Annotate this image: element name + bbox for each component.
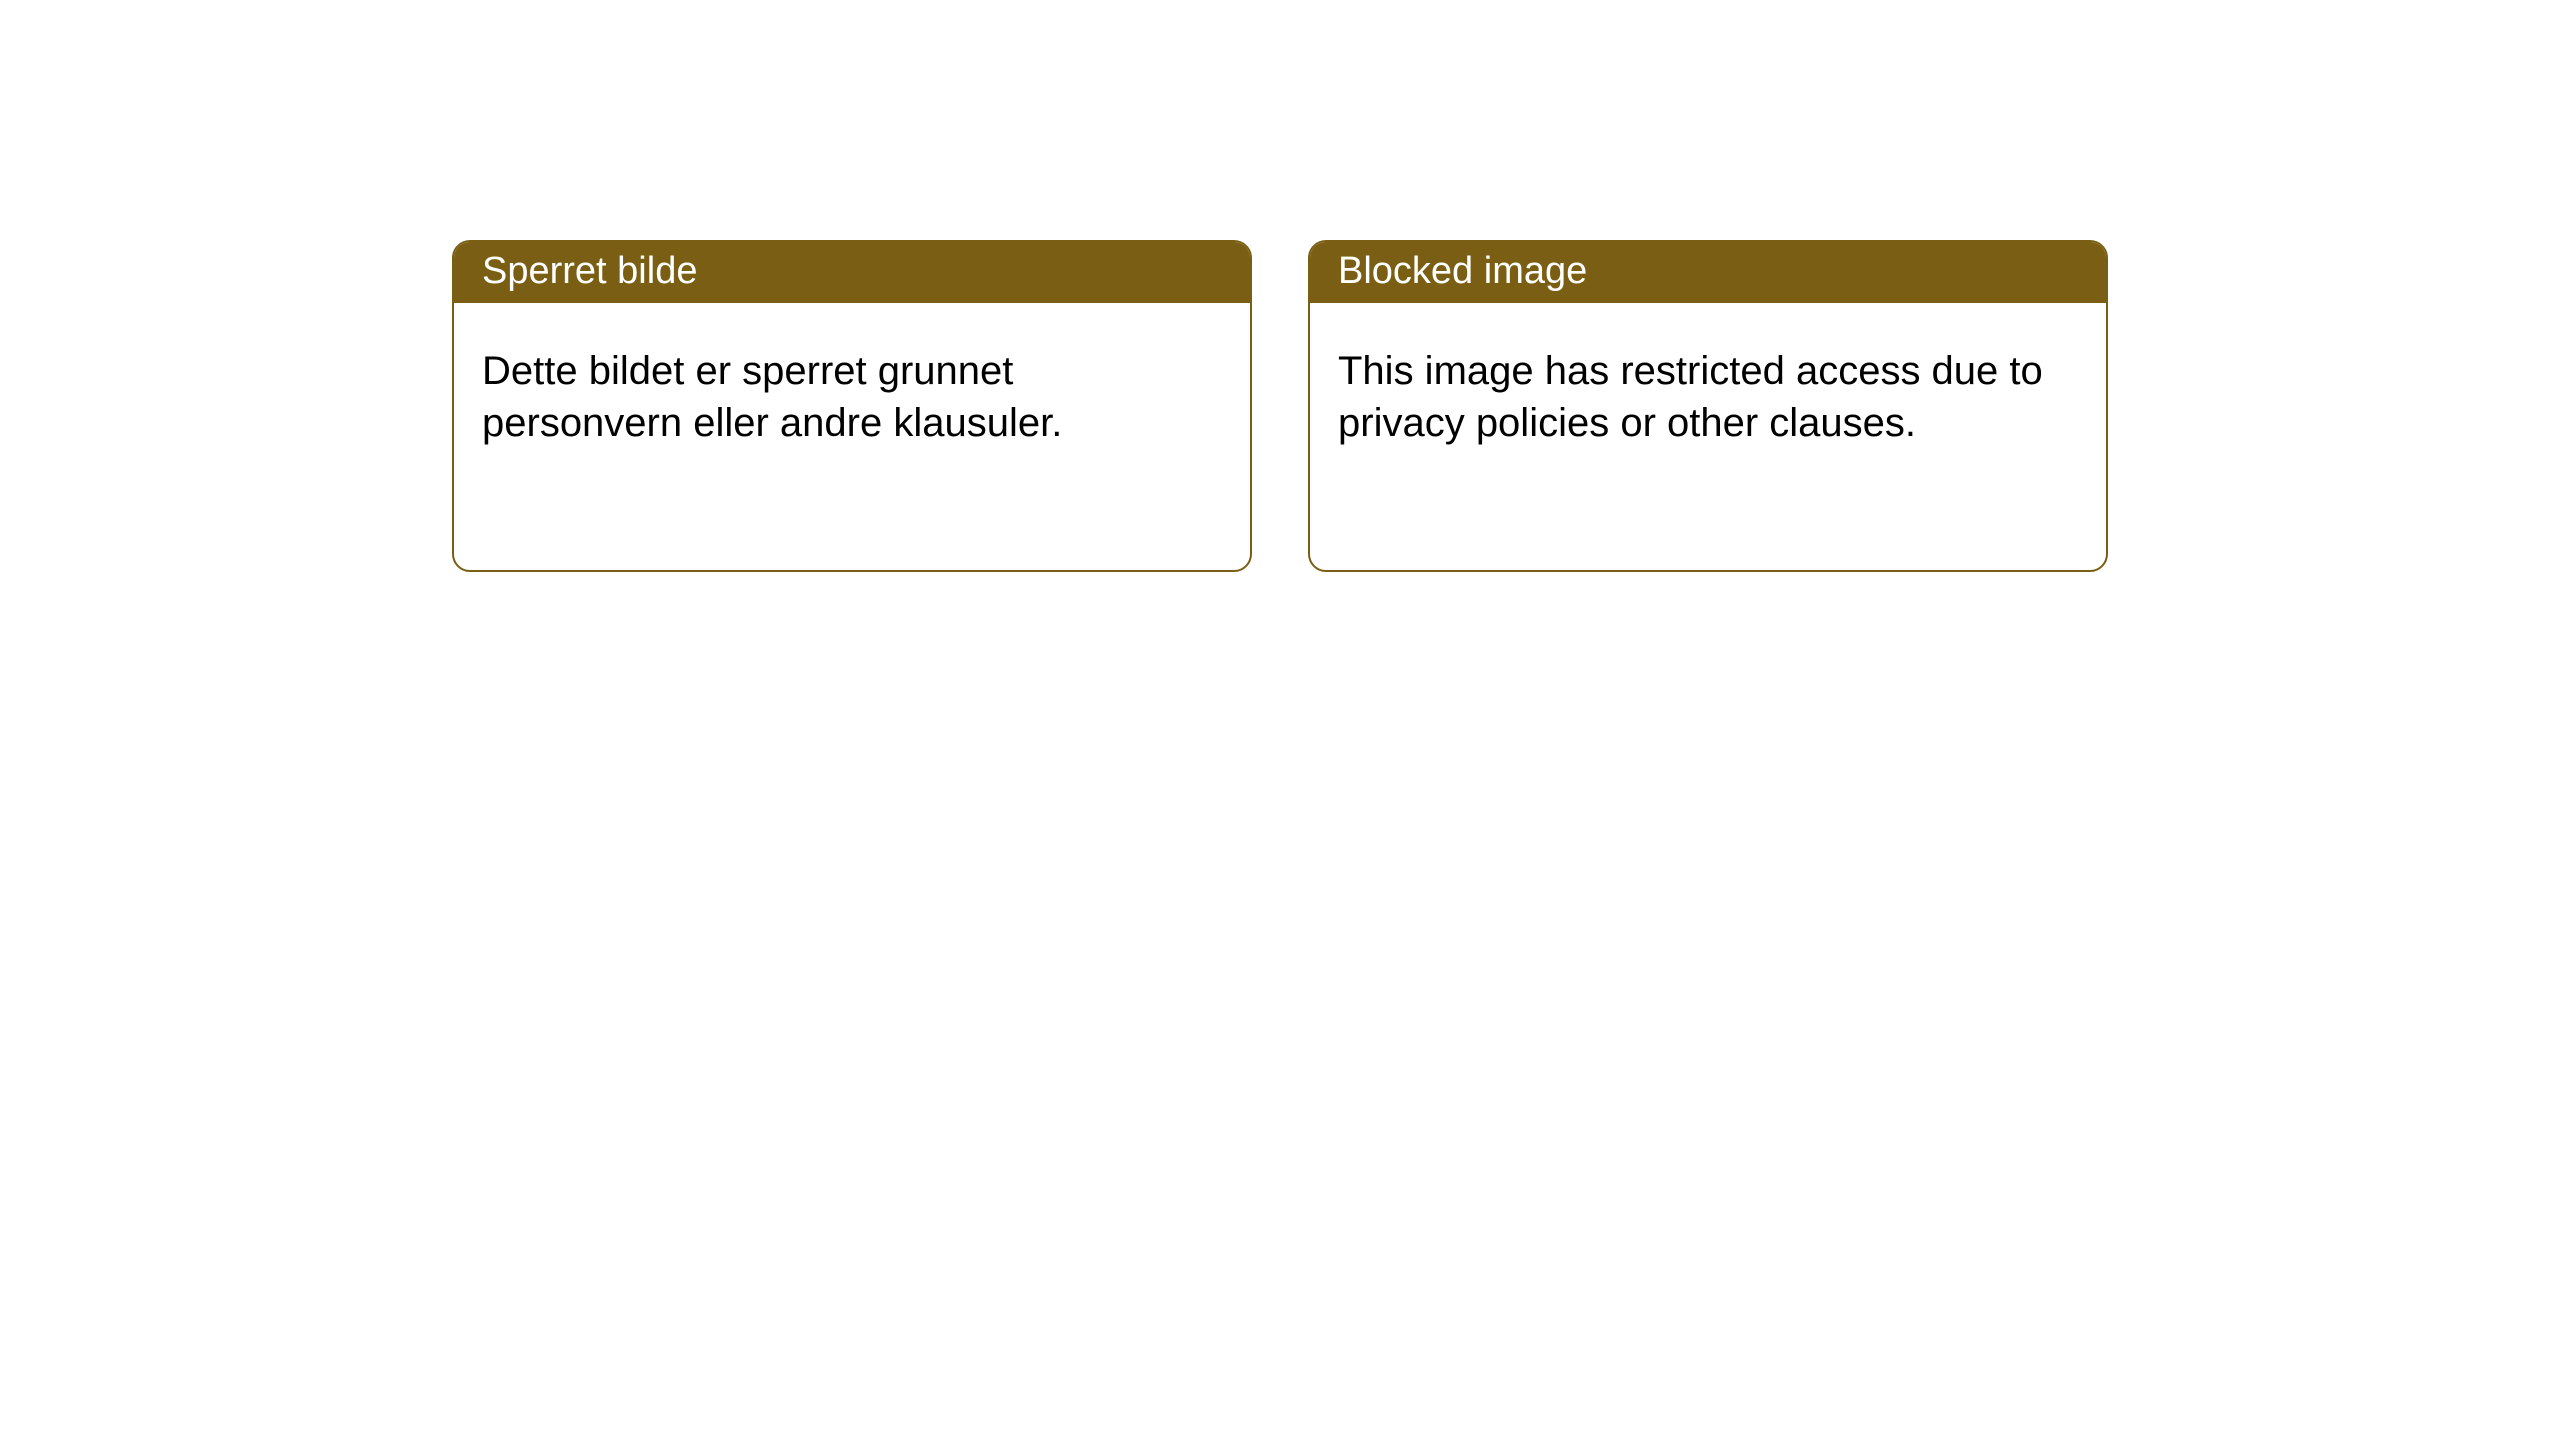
- notice-container: Sperret bilde Dette bildet er sperret gr…: [0, 0, 2560, 572]
- notice-body-english: This image has restricted access due to …: [1310, 303, 2106, 477]
- notice-body-norwegian: Dette bildet er sperret grunnet personve…: [454, 303, 1250, 477]
- notice-title: Blocked image: [1338, 250, 1587, 292]
- notice-header-norwegian: Sperret bilde: [454, 242, 1250, 303]
- notice-box-norwegian: Sperret bilde Dette bildet er sperret gr…: [452, 240, 1252, 572]
- notice-title: Sperret bilde: [482, 250, 697, 292]
- notice-box-english: Blocked image This image has restricted …: [1308, 240, 2108, 572]
- notice-text: Dette bildet er sperret grunnet personve…: [482, 349, 1062, 445]
- notice-header-english: Blocked image: [1310, 242, 2106, 303]
- notice-text: This image has restricted access due to …: [1338, 349, 2043, 445]
